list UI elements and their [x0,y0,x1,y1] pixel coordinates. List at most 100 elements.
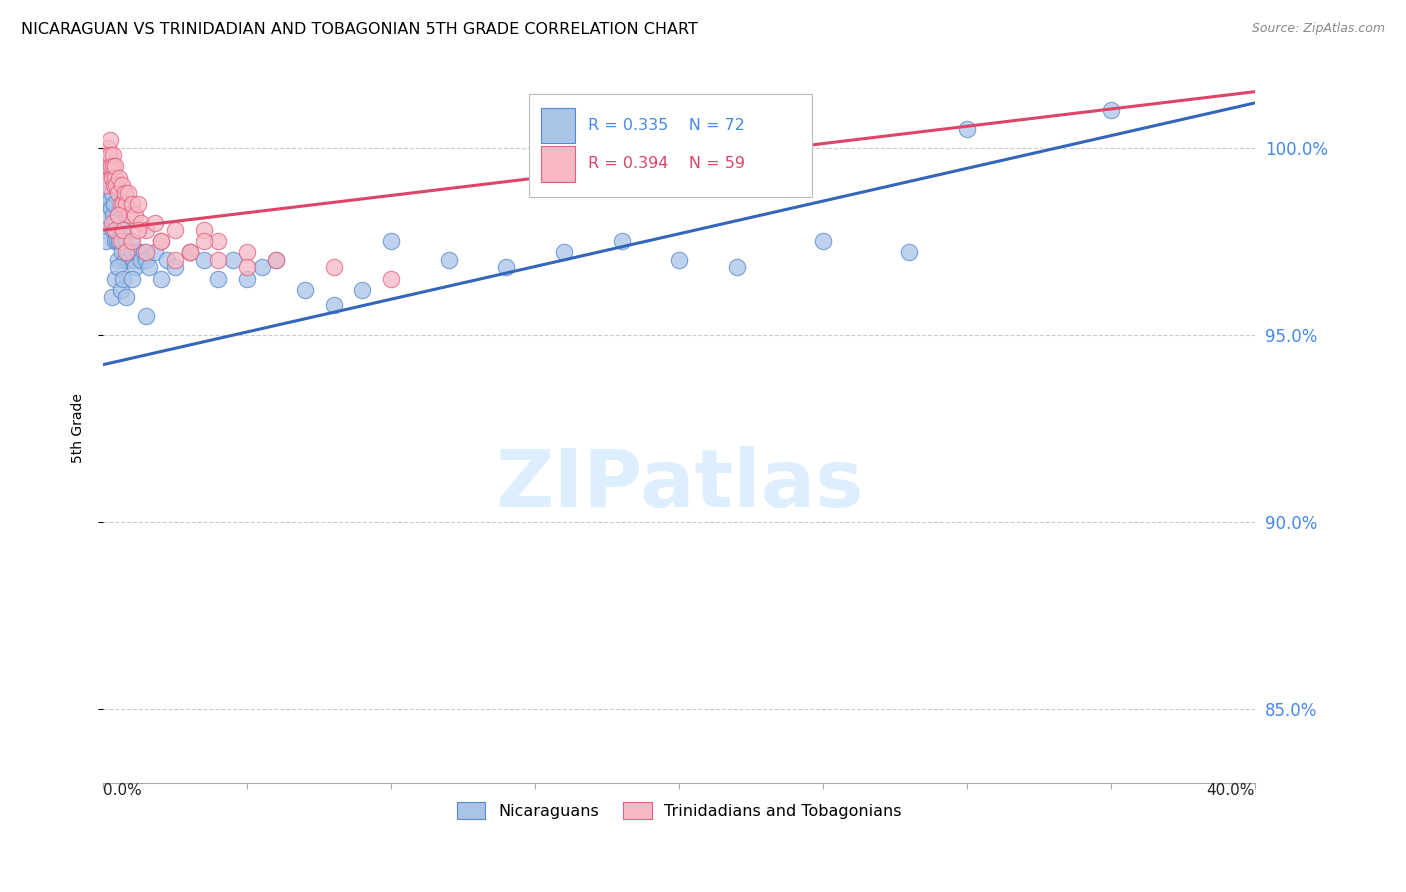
Legend: Nicaraguans, Trinidadians and Tobagonians: Nicaraguans, Trinidadians and Tobagonian… [450,796,908,825]
Point [112,271,135,285]
Point [112,223,135,237]
Point [100,160,122,174]
Point [114,252,136,267]
Point [104,234,127,248]
Point [122,252,145,267]
Point [104,223,127,237]
Point [120,234,142,248]
Point [107,252,129,267]
Point [610,170,633,185]
Point [135,223,157,237]
Point [495,260,517,275]
Point [101,186,124,200]
Point [264,252,287,267]
Text: NICARAGUAN VS TRINIDADIAN AND TOBAGONIAN 5TH GRADE CORRELATION CHART: NICARAGUAN VS TRINIDADIAN AND TOBAGONIAN… [21,22,697,37]
Point [108,234,131,248]
Point [112,197,135,211]
Point [98,160,121,174]
Point [97,178,120,193]
Text: Source: ZipAtlas.com: Source: ZipAtlas.com [1251,22,1385,36]
Point [104,215,127,229]
Point [110,223,132,237]
Point [111,178,134,193]
Point [129,252,152,267]
Point [149,271,172,285]
Point [610,234,633,248]
Point [135,309,157,323]
Point [132,245,155,260]
Point [118,208,141,222]
Point [97,186,120,200]
Point [107,208,129,222]
Point [264,252,287,267]
Point [236,260,259,275]
Text: ZIPatlas: ZIPatlas [495,446,863,524]
Point [107,186,129,200]
Point [725,260,748,275]
Y-axis label: 5th Grade: 5th Grade [72,393,86,463]
Text: R = 0.394    N = 59: R = 0.394 N = 59 [588,156,745,171]
Point [96,197,118,211]
Point [121,234,143,248]
Point [94,160,117,174]
Point [156,252,179,267]
Point [380,234,402,248]
Point [898,245,921,260]
Point [129,215,152,229]
Point [138,260,160,275]
Point [165,260,187,275]
Point [96,160,118,174]
Point [101,170,124,185]
Point [103,160,125,174]
Point [380,271,402,285]
Point [127,223,149,237]
Text: 0.0%: 0.0% [103,783,142,798]
Point [112,234,135,248]
Point [94,208,117,222]
Point [121,271,143,285]
Point [121,245,143,260]
Point [124,260,146,275]
Point [193,252,215,267]
Point [100,148,122,162]
Point [100,201,122,215]
Point [222,252,245,267]
Point [103,178,125,193]
Point [207,271,229,285]
Point [96,234,118,248]
Point [207,234,229,248]
Point [101,290,124,304]
Point [1099,103,1122,118]
Point [668,160,690,174]
FancyBboxPatch shape [541,146,575,182]
Point [93,223,115,237]
Point [96,178,118,193]
Point [110,234,132,248]
Point [110,215,132,229]
Point [93,170,115,185]
Point [135,252,157,267]
Point [322,260,344,275]
Point [115,234,138,248]
Point [107,208,129,222]
Point [553,245,575,260]
Point [149,234,172,248]
Point [149,234,172,248]
Point [98,193,121,207]
Text: 40.0%: 40.0% [1206,783,1256,798]
Point [143,245,166,260]
Point [127,197,149,211]
Point [165,252,187,267]
Point [107,260,129,275]
Point [236,245,259,260]
Point [115,197,138,211]
Point [725,178,748,193]
Point [143,215,166,229]
Point [236,271,259,285]
Point [118,252,141,267]
Point [105,223,128,237]
Point [101,148,124,162]
Point [437,252,460,267]
Point [322,298,344,312]
Point [97,148,120,162]
